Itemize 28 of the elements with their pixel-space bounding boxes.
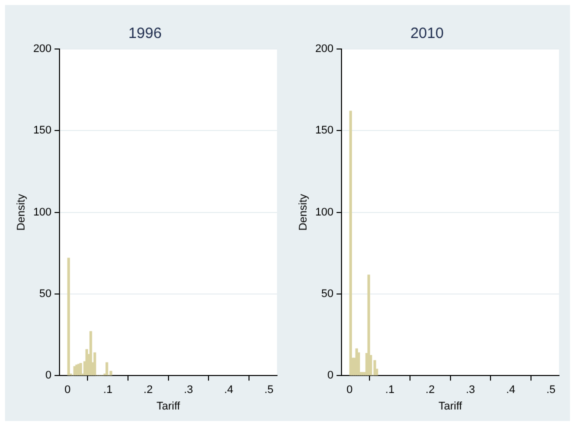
y-tick-label: 150 xyxy=(33,124,52,137)
x-tick-label: .2 xyxy=(426,384,435,396)
x-tick-label: .4 xyxy=(224,384,234,396)
x-tick-label: .3 xyxy=(184,384,194,396)
y-axis-title: Density xyxy=(16,193,28,231)
x-tick-label: 0 xyxy=(64,384,71,396)
x-tick-label: .2 xyxy=(144,384,153,396)
y-tick-label: 50 xyxy=(321,288,334,300)
x-tick-label: 0 xyxy=(346,384,353,396)
x-tick-label: .4 xyxy=(506,384,516,396)
y-tick-label: 0 xyxy=(45,370,52,382)
y-tick-label: 200 xyxy=(33,43,52,56)
y-tick-label: 100 xyxy=(315,206,334,218)
y-tick-label: 50 xyxy=(39,288,52,300)
x-axis-title: Tariff xyxy=(156,400,182,412)
y-tick-label: 150 xyxy=(315,124,334,137)
x-tick-label: .3 xyxy=(466,384,476,396)
y-axis-title: Density xyxy=(298,193,310,231)
chart-title: 2010 xyxy=(410,25,444,42)
x-tick-label: .1 xyxy=(385,384,394,396)
x-axis-title: Tariff xyxy=(438,400,464,412)
x-tick-label: .5 xyxy=(546,384,556,396)
y-tick-label: 0 xyxy=(327,370,334,382)
y-tick-label: 100 xyxy=(33,206,52,218)
chart-title: 1996 xyxy=(128,25,162,42)
y-tick-label: 200 xyxy=(315,43,334,56)
x-tick-label: .5 xyxy=(264,384,274,396)
x-tick-label: .1 xyxy=(103,384,112,396)
